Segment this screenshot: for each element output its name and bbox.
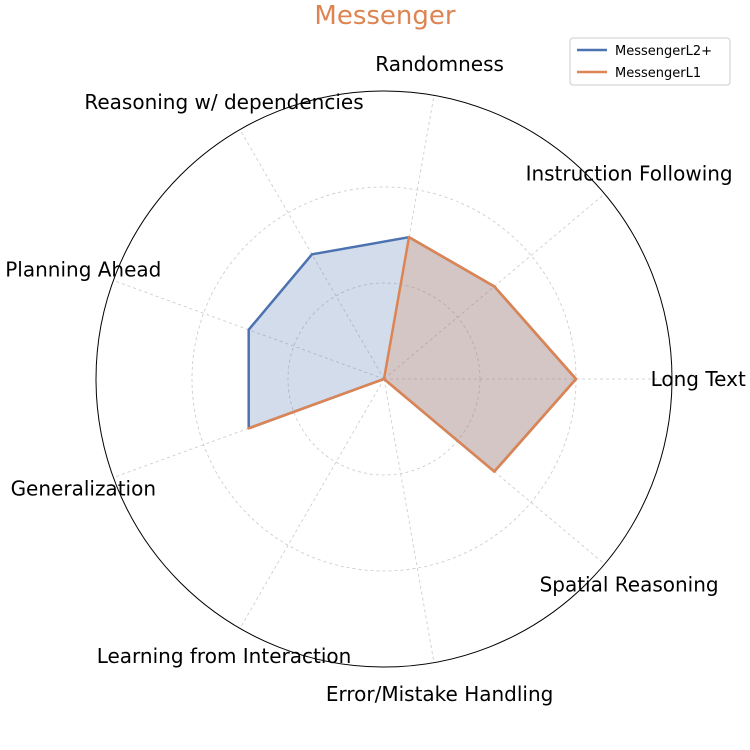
axis-label-5: Generalization [11, 476, 156, 500]
axis-labels: Long Text Instruction Following Randomness… [5, 52, 746, 706]
legend-label-messenger-l2plus: MessengerL2+ [615, 44, 712, 59]
axis-label-0: Long Text [651, 367, 746, 391]
polar-frame [95, 90, 673, 668]
chart-title: Messenger [314, 1, 455, 31]
grid-spoke-7 [383, 378, 435, 663]
legend-label-messenger-l1: MessengerL1 [615, 66, 701, 81]
axis-label-4: Planning Ahead [5, 258, 161, 282]
legend: MessengerL2+ MessengerL1 [569, 37, 731, 86]
legend-frame [569, 37, 731, 86]
axis-label-2: Randomness [375, 52, 504, 76]
series-layer [247, 235, 578, 473]
axis-label-7: Error/Mistake Handling [326, 682, 554, 706]
series-polygon-1 [247, 235, 578, 473]
axis-label-1: Instruction Following [526, 161, 733, 185]
axis-label-3: Reasoning w/ dependencies [84, 90, 363, 114]
grid-spoke-6 [239, 378, 385, 629]
axis-label-6: Learning from Interaction [97, 644, 352, 668]
axis-label-8: Spatial Reasoning [540, 573, 719, 597]
